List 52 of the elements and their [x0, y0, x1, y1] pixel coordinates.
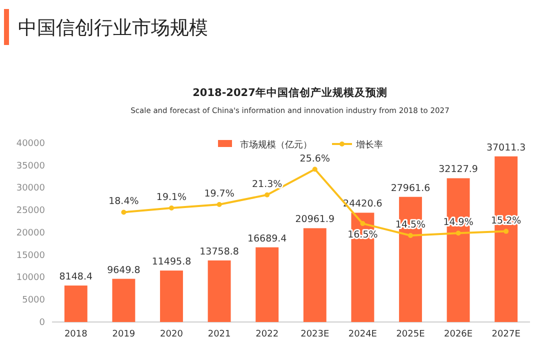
data-label: 32127.9	[438, 164, 478, 176]
y-tick-label: 40000	[16, 138, 46, 149]
data-label: 19.7%	[204, 188, 234, 200]
y-tick-label: 20000	[16, 228, 46, 238]
x-tick-label: 2026E	[444, 330, 473, 340]
y-tick-label: 35000	[16, 161, 46, 172]
x-tick-label: 2025E	[396, 330, 426, 340]
point	[312, 166, 318, 172]
x-tick-label: 2022	[256, 330, 279, 340]
data-label: 13758.8	[200, 246, 239, 258]
y-tick-label: 10000	[16, 273, 46, 284]
y-tick-label: 30000	[16, 184, 46, 194]
y-tick-label: 5000	[22, 296, 46, 306]
point	[360, 221, 366, 226]
y-tick-label: 25000	[16, 206, 46, 216]
data-label: 21.3%	[252, 178, 282, 190]
bar	[64, 286, 88, 322]
data-label: 20961.9	[295, 214, 335, 226]
data-label: 19.1%	[156, 192, 187, 204]
point	[264, 192, 270, 198]
data-label: 8148.4	[59, 272, 93, 283]
legend-label: 增长率	[355, 140, 383, 150]
y-tick-label: 0	[39, 318, 46, 328]
data-label: 11495.8	[152, 256, 192, 268]
bar	[112, 278, 136, 322]
data-label: 37011.3	[486, 142, 526, 154]
data-label: 9649.8	[107, 264, 140, 276]
data-label: 16689.4	[247, 233, 287, 244]
bar	[303, 228, 326, 322]
bar	[160, 270, 183, 322]
x-tick-label: 2023E	[300, 330, 330, 340]
x-tick-label: 2021	[208, 330, 231, 340]
x-tick-label: 2019	[112, 330, 136, 340]
x-tick-label: 2024E	[348, 330, 378, 340]
point	[504, 228, 509, 234]
point	[456, 230, 461, 236]
x-tick-label: 2027E	[492, 330, 521, 340]
x-tick-label: 2018	[64, 330, 88, 340]
data-label: 25.6%	[300, 153, 330, 164]
chart-title: 中国信创行业市场规模	[18, 17, 208, 39]
point	[169, 206, 174, 211]
point	[408, 232, 413, 238]
bar	[208, 260, 231, 322]
x-tick-label: 2020	[160, 330, 184, 340]
bar	[256, 247, 279, 322]
point	[216, 202, 222, 207]
point	[121, 210, 126, 215]
data-label: 27961.6	[390, 182, 430, 194]
data-label: 18.4%	[108, 196, 139, 208]
chart-subtitle: 2018-2027年中国信创产业规模及预测	[192, 86, 388, 99]
legend-label: 市场规模（亿元）	[240, 140, 312, 150]
y-tick-label: 15000	[16, 250, 46, 261]
